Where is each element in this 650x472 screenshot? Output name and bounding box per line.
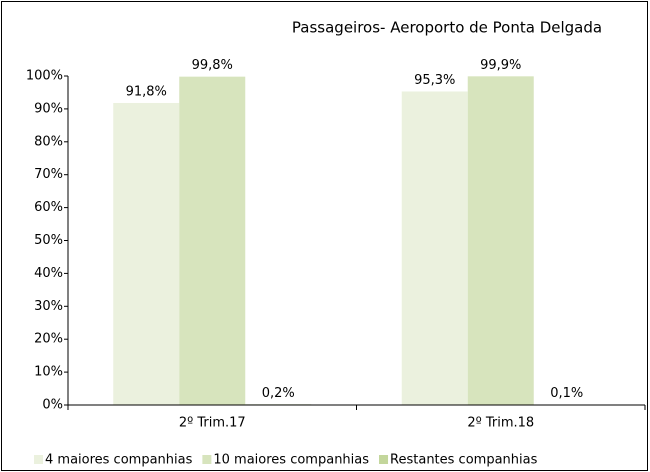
legend-swatch [34, 455, 43, 464]
y-tick-label: 80% [34, 134, 63, 149]
x-tick-label: 2º Trim.17 [179, 416, 246, 431]
value-label: 99,8% [192, 58, 233, 73]
value-label: 99,9% [480, 58, 521, 73]
legend-label: Restantes companhias [390, 453, 538, 468]
y-tick-label: 90% [34, 101, 63, 116]
legend-label: 4 maiores companhias [45, 453, 193, 468]
legend-swatch [202, 455, 212, 464]
value-label: 0,1% [550, 386, 583, 401]
bar [467, 76, 534, 405]
y-tick-label: 50% [34, 233, 63, 248]
x-tick-label: 2º Trim.18 [467, 416, 534, 431]
chart-title: Passageiros- Aeroporto de Ponta Delgada [292, 19, 602, 37]
y-tick-label: 10% [34, 365, 63, 380]
bar [179, 76, 246, 406]
value-label: 0,2% [262, 386, 295, 401]
value-label: 91,8% [126, 84, 167, 99]
y-tick-label: 40% [34, 266, 63, 281]
bar [401, 91, 468, 405]
y-tick-label: 0% [42, 398, 63, 413]
y-tick-label: 100% [26, 69, 63, 84]
y-tick-label: 20% [34, 332, 63, 347]
bar [113, 102, 180, 405]
y-tick-label: 60% [34, 200, 63, 215]
y-tick-label: 70% [34, 167, 63, 182]
legend-swatch [379, 455, 389, 464]
value-label: 95,3% [414, 73, 455, 88]
legend-label: 10 maiores companhias [213, 453, 369, 468]
y-tick-label: 30% [34, 299, 63, 314]
